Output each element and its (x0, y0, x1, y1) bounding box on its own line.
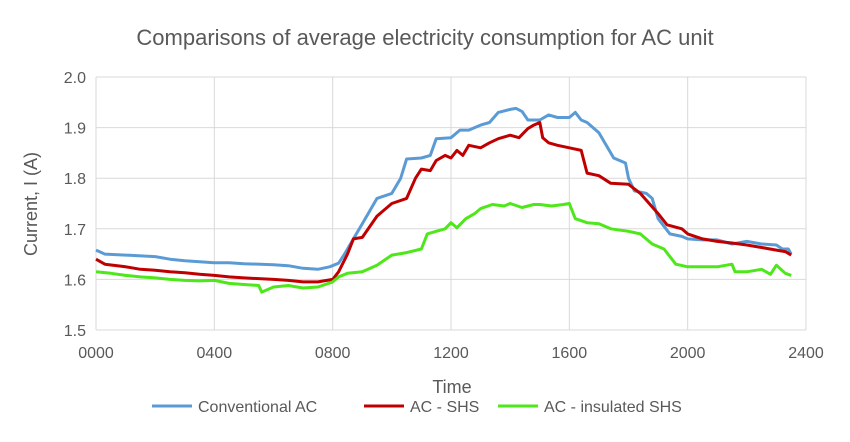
x-tick-label: 0400 (197, 345, 233, 362)
chart-title: Comparisons of average electricity consu… (136, 25, 713, 50)
x-axis-label: Time (432, 377, 471, 397)
x-tick-labels: 0000 0400 0800 1200 1600 2000 2400 (78, 345, 824, 362)
legend-label-1: AC - SHS (410, 399, 479, 416)
legend: Conventional AC AC - SHS AC - insulated SH… (152, 399, 682, 416)
legend-label-0: Conventional AC (198, 399, 317, 416)
x-tick-label: 1600 (552, 345, 588, 362)
series-line-2 (95, 202, 792, 294)
x-tick-label: 2000 (670, 345, 706, 362)
y-tick-label: 1.8 (64, 171, 86, 188)
y-tick-label: 1.6 (64, 272, 86, 289)
y-tick-label: 1.7 (64, 222, 86, 239)
legend-label-2: AC - insulated SHS (544, 399, 682, 416)
grid-lines (95, 76, 807, 331)
y-tick-label: 1.5 (64, 323, 86, 340)
x-tick-label: 2400 (788, 345, 824, 362)
x-tick-label: 1200 (433, 345, 469, 362)
x-tick-label: 0800 (315, 345, 351, 362)
y-tick-label: 2.0 (64, 70, 86, 87)
y-axis-label: Current, I (A) (21, 152, 41, 256)
series-line-0 (95, 106, 793, 271)
x-tick-label: 0000 (78, 345, 114, 362)
y-tick-labels: 1.5 1.6 1.7 1.8 1.9 2.0 (64, 70, 86, 340)
y-tick-label: 1.9 (64, 121, 86, 138)
series-line-1 (95, 121, 792, 284)
series-lines (95, 106, 793, 294)
